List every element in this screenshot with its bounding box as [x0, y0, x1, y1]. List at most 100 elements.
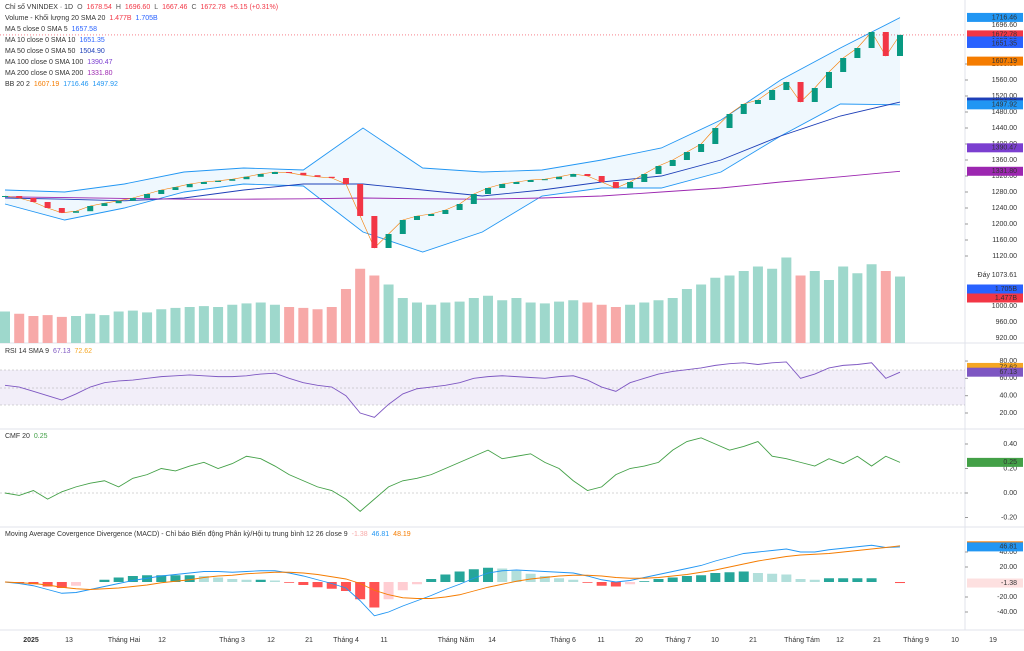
axis-label: 0.40	[1003, 441, 1017, 448]
candle	[399, 220, 406, 234]
axis-label: 40.00	[999, 393, 1017, 400]
time-axis-label: Tháng Hai	[108, 637, 141, 644]
candle	[754, 100, 761, 104]
volume-tag	[967, 293, 1023, 303]
volume-bar	[284, 307, 295, 343]
macd-histogram-bar	[426, 579, 437, 582]
legend-row: CMF 20 0.25	[5, 431, 48, 442]
price-tag-label: 1607.19	[992, 58, 1017, 65]
volume-bar	[895, 276, 905, 343]
macd-histogram-bar	[625, 582, 636, 585]
volume-tag-label: 1.477B	[995, 295, 1018, 302]
legend-label: MA 200 close 0 SMA 200	[5, 70, 84, 77]
bollinger-fill	[5, 17, 900, 252]
cmf-legend: CMF 20 0.25	[5, 431, 48, 442]
price-tag	[967, 542, 1023, 552]
candle	[2, 196, 8, 197]
candle	[683, 152, 690, 160]
legend-row: Moving Average Covergence Divergence (MA…	[5, 529, 411, 540]
volume-bar	[411, 302, 422, 343]
volume-axis-label: 960.00	[996, 319, 1018, 326]
candle	[556, 176, 563, 180]
candle	[740, 104, 747, 114]
volume-bar	[781, 257, 792, 343]
time-axis-label: 2025	[23, 637, 39, 644]
time-axis-label: Tháng 3	[219, 637, 245, 644]
macd-histogram-bar	[227, 579, 238, 582]
candle	[186, 184, 193, 188]
axis-label: 1280.00	[992, 189, 1017, 196]
legend-value: O	[77, 4, 83, 11]
macd-histogram-bar	[738, 571, 749, 582]
signal-line	[4, 545, 901, 599]
price-tag	[967, 143, 1023, 153]
macd-histogram-bar	[809, 579, 820, 582]
cmf-line	[4, 437, 901, 512]
volume-bar	[42, 315, 53, 343]
legend-value: 1504.90	[79, 48, 105, 55]
macd-histogram-bar	[838, 578, 849, 582]
candle	[271, 172, 278, 174]
candle	[101, 203, 108, 206]
candle	[30, 198, 37, 202]
volume-bar	[241, 303, 252, 343]
volume-bar	[511, 298, 522, 343]
price-tag-label: 1672.78	[992, 32, 1017, 39]
price-tag-label: 1331.80	[992, 168, 1017, 175]
price-tag-label: -1.38	[1001, 580, 1017, 587]
volume-bar	[298, 307, 309, 343]
axis-label: 1560.00	[992, 77, 1017, 84]
time-axis-label: 11	[597, 637, 604, 644]
legend-value: 0.25	[33, 433, 48, 440]
macd-histogram-bar	[42, 582, 53, 587]
volume-bar	[198, 306, 209, 343]
candle	[584, 174, 591, 176]
time-axis-label: 10	[951, 637, 959, 644]
volume-bar	[454, 301, 465, 343]
legend-row: MA 10 close 0 SMA 10 1651.35	[5, 35, 278, 46]
volume-bar	[667, 298, 678, 343]
axis-label: 20.00	[999, 564, 1017, 571]
candle	[868, 32, 875, 48]
volume-bar	[312, 309, 323, 343]
time-axis-label: 19	[989, 637, 997, 644]
legend-label: Chỉ số VNINDEX · 1D	[5, 4, 74, 11]
candle	[300, 172, 307, 176]
macd-histogram-bar	[113, 577, 124, 582]
price-tag-label: 1497.92	[992, 102, 1017, 109]
legend-value: 1672.78	[200, 4, 226, 11]
axis-label: 1440.00	[992, 125, 1017, 132]
price-tag	[967, 56, 1023, 66]
volume-bar	[56, 316, 67, 343]
price-tag	[967, 578, 1023, 588]
volume-bar	[269, 304, 280, 343]
candle	[58, 208, 65, 213]
volume-bar	[738, 271, 749, 343]
volume-bar	[767, 268, 778, 343]
axis-label: 1520.00	[992, 93, 1017, 100]
volume-bar	[596, 304, 607, 343]
legend-label: MA 10 close 0 SMA 10	[5, 37, 76, 44]
candle	[16, 196, 23, 198]
macd-histogram-bar	[866, 578, 877, 582]
legend-value: 1678.54	[86, 4, 112, 11]
axis-label: 1160.00	[992, 237, 1017, 244]
candle	[257, 174, 264, 177]
candle	[797, 82, 804, 102]
legend-value: 46.81	[371, 531, 390, 538]
candle	[598, 176, 605, 182]
legend-value: 1497.92	[92, 81, 118, 88]
volume-bar	[838, 266, 849, 343]
macd-histogram-bar	[156, 575, 167, 582]
volume-bar	[28, 316, 39, 343]
macd-histogram-bar	[582, 582, 593, 583]
candle	[129, 198, 136, 201]
volume-bar	[582, 302, 593, 343]
volume-bar	[696, 284, 707, 343]
time-axis-label: 11	[380, 637, 387, 644]
macd-histogram-bar	[639, 581, 650, 582]
legend-value: +5.15 (+0.31%)	[229, 4, 279, 11]
volume-bar	[525, 302, 536, 343]
legend-value: 48.19	[393, 531, 411, 538]
